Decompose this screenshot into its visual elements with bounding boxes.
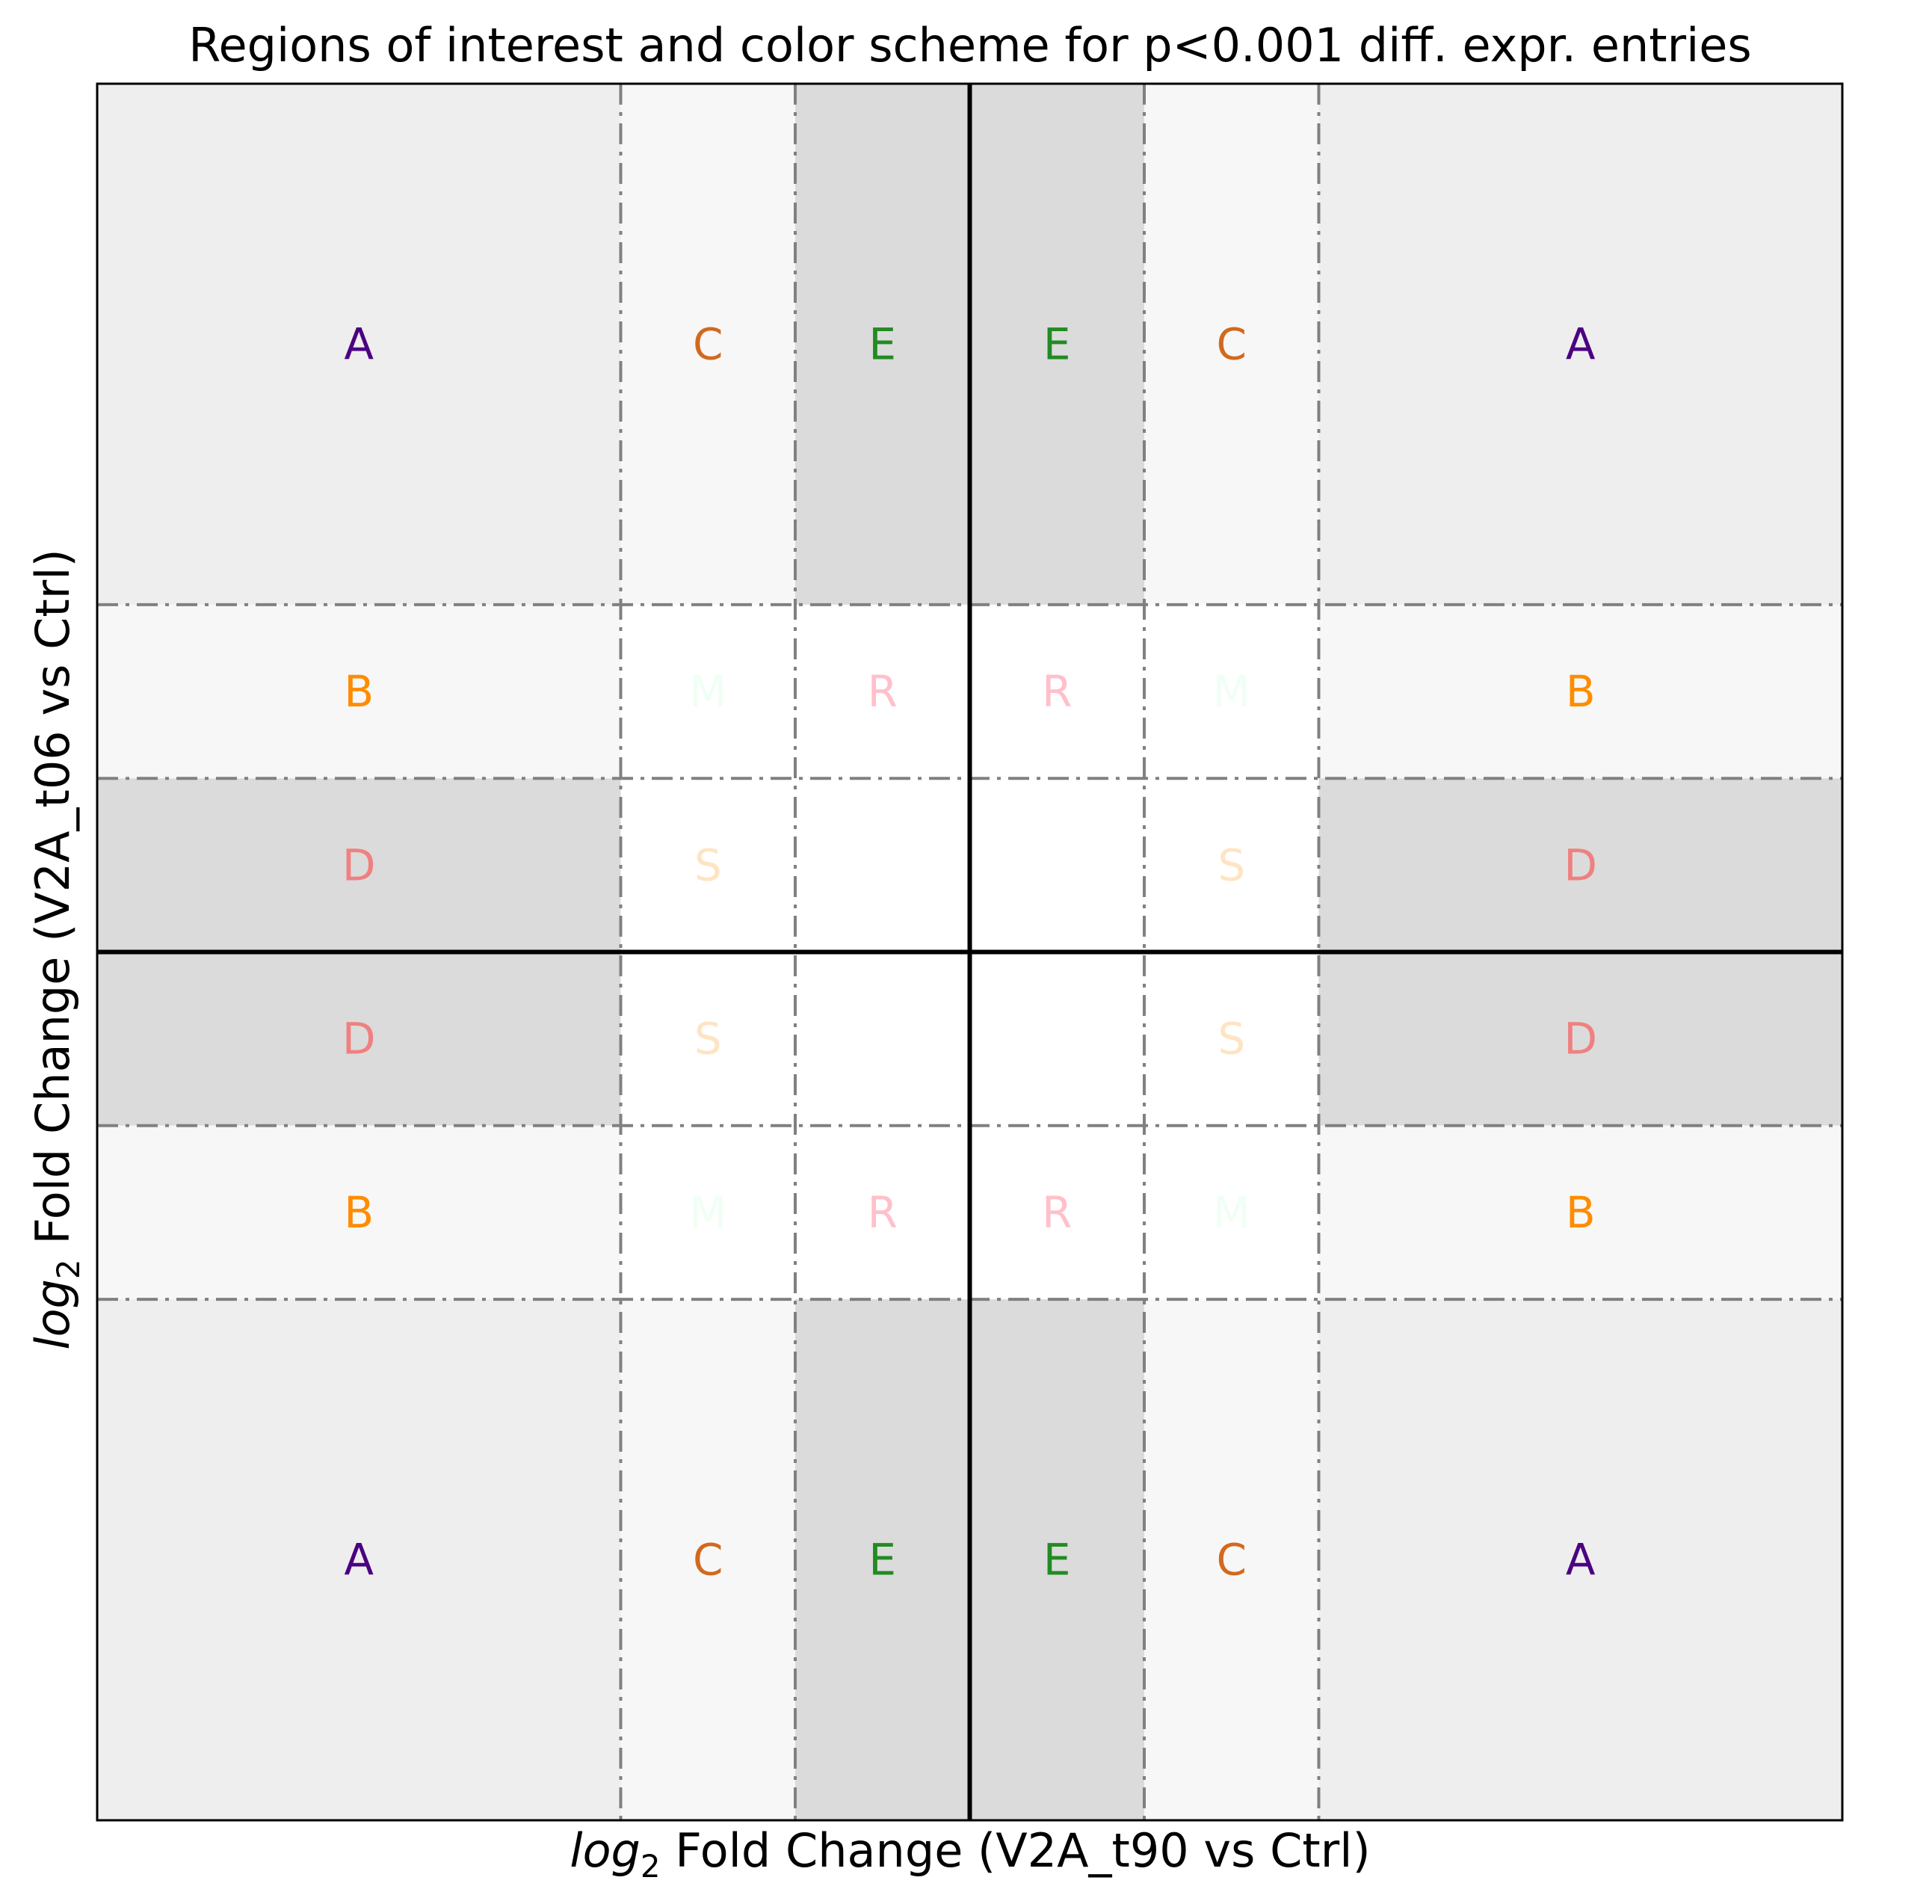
chart-title: Regions of interest and color scheme for… xyxy=(188,18,1752,73)
region-cell-m xyxy=(620,1125,795,1300)
x-axis-label: log2 Fold Change (V2A_t90 vs Ctrl) xyxy=(570,1823,1370,1885)
region-cell-b xyxy=(97,1125,621,1300)
region-label-e: E xyxy=(1043,1535,1071,1586)
x-axis-label-math: log xyxy=(570,1823,641,1878)
region-cell-r xyxy=(795,604,970,779)
region-label-a: A xyxy=(344,1535,374,1586)
region-cell-a xyxy=(1318,84,1842,605)
region-cell-d xyxy=(97,952,621,1126)
region-label-e: E xyxy=(1043,318,1071,369)
region-label-d: D xyxy=(1564,839,1597,890)
region-label-b: B xyxy=(344,666,374,717)
region-cell-none xyxy=(795,778,970,952)
region-label-c: C xyxy=(1217,1535,1247,1586)
region-label-r: R xyxy=(868,1187,898,1238)
region-cell-a xyxy=(1318,1299,1842,1820)
region-cell-m xyxy=(1144,604,1319,779)
y-axis-label-sub: 2 xyxy=(50,1259,87,1279)
region-cell-none xyxy=(795,952,970,1126)
x-axis-label-text: Fold Change (V2A_t90 vs Ctrl) xyxy=(661,1823,1371,1878)
region-label-c: C xyxy=(693,318,723,369)
region-cell-a xyxy=(97,1299,621,1820)
region-cell-b xyxy=(97,604,621,779)
region-labels: A C E E C A B M R R M B D S S D D S S D B M R R M B A C E E C A xyxy=(342,318,1597,1585)
region-label-a: A xyxy=(344,318,374,369)
plot-frame xyxy=(96,82,1844,1822)
region-label-c: C xyxy=(1217,318,1247,369)
region-label-s: S xyxy=(1217,1014,1245,1065)
y-axis-label-text: Fold Change (V2A_t06 vs Ctrl) xyxy=(25,549,80,1259)
y-axis-label-math: log xyxy=(25,1279,80,1350)
region-label-r: R xyxy=(1042,666,1072,717)
region-cell-s xyxy=(1144,778,1319,952)
region-cell-none xyxy=(969,778,1144,952)
region-label-b: B xyxy=(344,1187,374,1238)
region-cell-e xyxy=(969,84,1144,605)
y-axis-label: log2 Fold Change (V2A_t06 vs Ctrl) xyxy=(25,549,87,1349)
region-cell-d xyxy=(97,778,621,952)
region-label-m: M xyxy=(689,666,726,717)
region-label-d: D xyxy=(342,839,376,890)
region-label-r: R xyxy=(868,666,898,717)
region-label-d: D xyxy=(342,1014,376,1065)
region-cells xyxy=(97,84,1842,1820)
region-label-a: A xyxy=(1566,1535,1596,1586)
region-label-s: S xyxy=(694,1014,722,1065)
region-cell-d xyxy=(1318,952,1842,1126)
region-cell-b xyxy=(1318,1125,1842,1300)
region-cell-e xyxy=(795,1299,970,1820)
region-label-r: R xyxy=(1042,1187,1072,1238)
region-cell-r xyxy=(969,604,1144,779)
region-cell-e xyxy=(795,84,970,605)
region-cell-c xyxy=(1144,84,1319,605)
region-label-m: M xyxy=(1213,1187,1250,1238)
region-cell-s xyxy=(620,952,795,1126)
region-label-e: E xyxy=(868,1535,896,1586)
region-cell-d xyxy=(1318,778,1842,952)
x-axis-label-sub: 2 xyxy=(641,1848,661,1885)
region-label-d: D xyxy=(1564,1014,1597,1065)
region-label-a: A xyxy=(1566,318,1596,369)
region-cell-s xyxy=(620,778,795,952)
region-label-s: S xyxy=(694,839,722,890)
region-cell-m xyxy=(1144,1125,1319,1300)
region-cell-e xyxy=(969,1299,1144,1820)
region-label-m: M xyxy=(1213,666,1250,717)
region-cell-r xyxy=(969,1125,1144,1300)
region-label-e: E xyxy=(868,318,896,369)
region-label-m: M xyxy=(689,1187,726,1238)
region-cell-c xyxy=(620,1299,795,1820)
region-cell-a xyxy=(97,84,621,605)
region-label-c: C xyxy=(693,1535,723,1586)
region-cell-c xyxy=(620,84,795,605)
region-cell-b xyxy=(1318,604,1842,779)
zero-axes xyxy=(97,84,1842,1820)
region-label-b: B xyxy=(1566,666,1596,717)
region-cell-none xyxy=(969,952,1144,1126)
region-cell-m xyxy=(620,604,795,779)
region-label-s: S xyxy=(1217,839,1245,890)
region-label-b: B xyxy=(1566,1187,1596,1238)
region-cell-r xyxy=(795,1125,970,1300)
region-cell-c xyxy=(1144,1299,1319,1820)
region-cell-s xyxy=(1144,952,1319,1126)
